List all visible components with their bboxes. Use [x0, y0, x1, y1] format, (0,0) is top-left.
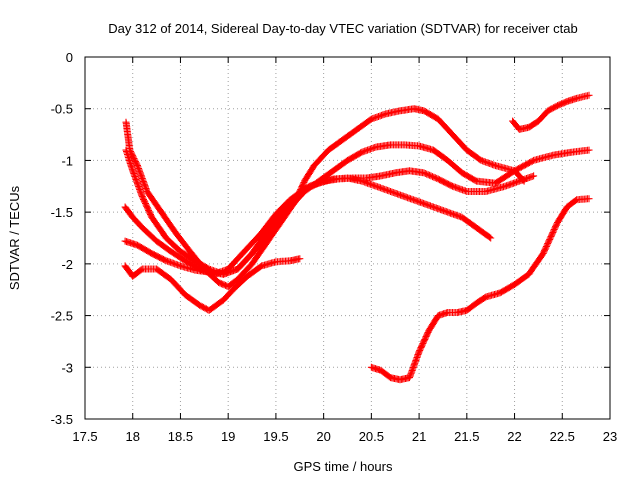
- series-markers: [121, 255, 304, 314]
- chart-title: Day 312 of 2014, Sidereal Day-to-day VTE…: [108, 21, 577, 36]
- x-tick-label: 18.5: [168, 429, 193, 444]
- series-track-d: [121, 167, 538, 278]
- series-track-a: [122, 105, 528, 291]
- x-tick-label: 20.5: [359, 429, 384, 444]
- series-track-g: [509, 91, 593, 133]
- y-tick-label: -3: [61, 360, 73, 375]
- y-tick-label: 0: [66, 50, 73, 65]
- series-markers: [121, 167, 538, 278]
- x-tick-label: 17.5: [72, 429, 97, 444]
- series-markers: [367, 195, 593, 384]
- series-markers: [122, 105, 528, 291]
- y-tick-label: -2.5: [51, 309, 73, 324]
- plot-frame: [84, 56, 611, 420]
- y-tick-label: -1.5: [51, 205, 73, 220]
- x-tick-label: 19.5: [263, 429, 288, 444]
- series-markers: [122, 141, 593, 278]
- series-track-b: [122, 141, 593, 278]
- x-tick-label: 22: [507, 429, 521, 444]
- tick-labels: 17.5 18 18.5 19 19.5 20 20.5 21 21.5 22 22.5 23 0 -0.…: [51, 50, 618, 444]
- x-tick-label: 18: [125, 429, 139, 444]
- y-axis-label: SDTVAR / TECUs: [7, 185, 22, 290]
- x-tick-label: 22.5: [550, 429, 575, 444]
- x-tick-label: 21.5: [454, 429, 479, 444]
- y-tick-label: -3.5: [51, 412, 73, 427]
- y-tick-label: -0.5: [51, 102, 73, 117]
- x-axis-label: GPS time / hours: [294, 459, 393, 474]
- series-markers: [509, 91, 593, 133]
- x-tick-label: 21: [412, 429, 426, 444]
- y-tick-label: -1: [61, 153, 73, 168]
- data-markers: [121, 91, 593, 384]
- y-tick-label: -2: [61, 257, 73, 272]
- x-tick-label: 20: [316, 429, 330, 444]
- series-track-e: [121, 255, 304, 314]
- x-tick-label: 19: [221, 429, 235, 444]
- x-tick-label: 23: [603, 429, 617, 444]
- series-track-f: [367, 195, 593, 384]
